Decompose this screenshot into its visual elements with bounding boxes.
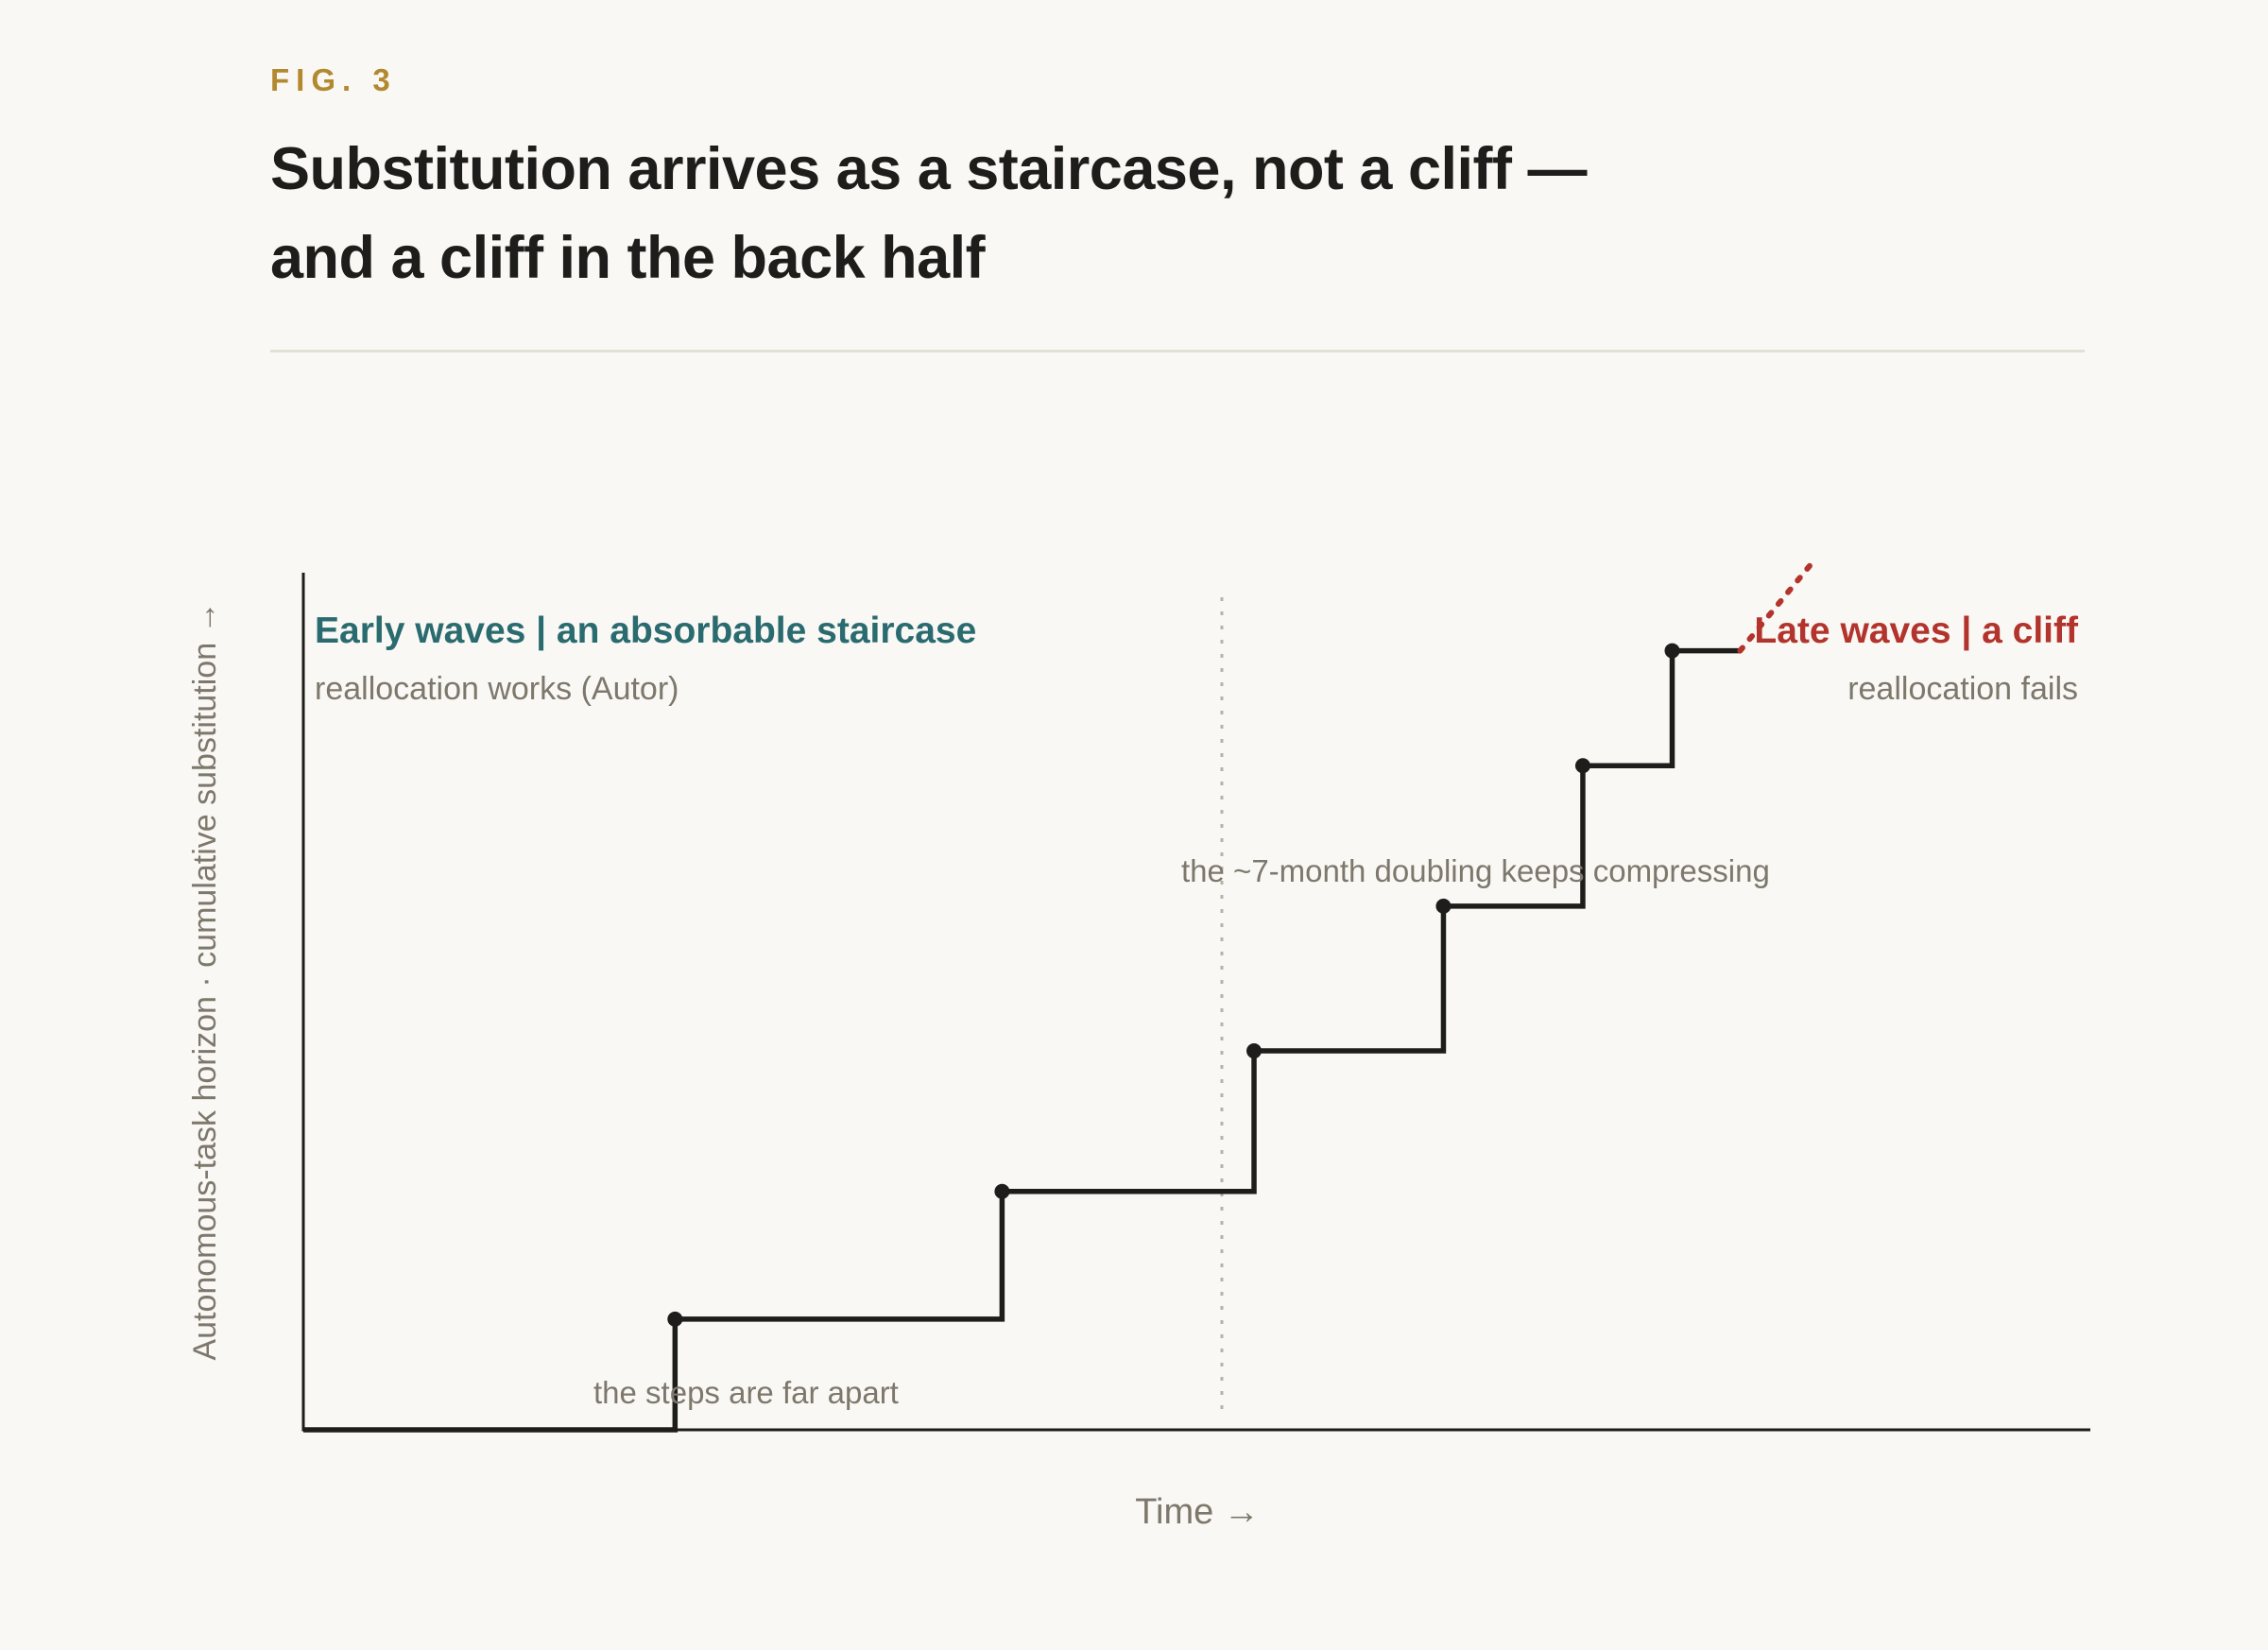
- early-waves-subtitle: reallocation works (Autor): [315, 671, 679, 707]
- steps-far-apart-note: the steps are far apart: [593, 1375, 899, 1410]
- doubling-compressing-note: the ~7-month doubling keeps compressing: [1181, 853, 1770, 888]
- y-axis-label: Autonomous-task horizon · cumulative sub…: [187, 601, 223, 1360]
- early-waves-heading: Early waves | an absorbable staircase: [315, 610, 976, 651]
- step-point: [1246, 1043, 1263, 1059]
- step-point: [1574, 758, 1590, 774]
- title-divider: [270, 350, 2085, 352]
- figure-label: FIG. 3: [270, 62, 397, 97]
- step-point: [994, 1183, 1010, 1199]
- cliff-dotted-line: [1737, 558, 1816, 654]
- step-point: [1664, 643, 1680, 659]
- step-point: [1435, 898, 1452, 914]
- annotations-group: Early waves | an absorbable staircase re…: [187, 601, 2079, 1532]
- x-axis-label: Time →: [1135, 1492, 1260, 1532]
- late-waves-subtitle: reallocation fails: [1847, 671, 2078, 707]
- step-point: [667, 1311, 683, 1327]
- staircase-line: [303, 647, 1741, 1433]
- chart-title-line-1: Substitution arrives as a staircase, not…: [270, 136, 1587, 202]
- late-waves-heading: Late waves | a cliff: [1754, 610, 2079, 651]
- chart-title-line-2: and a cliff in the back half: [270, 225, 986, 291]
- points-group: [667, 643, 1680, 1327]
- chart-title: Substitution arrives as a staircase, not…: [270, 125, 1782, 302]
- series-group: [303, 558, 1816, 1433]
